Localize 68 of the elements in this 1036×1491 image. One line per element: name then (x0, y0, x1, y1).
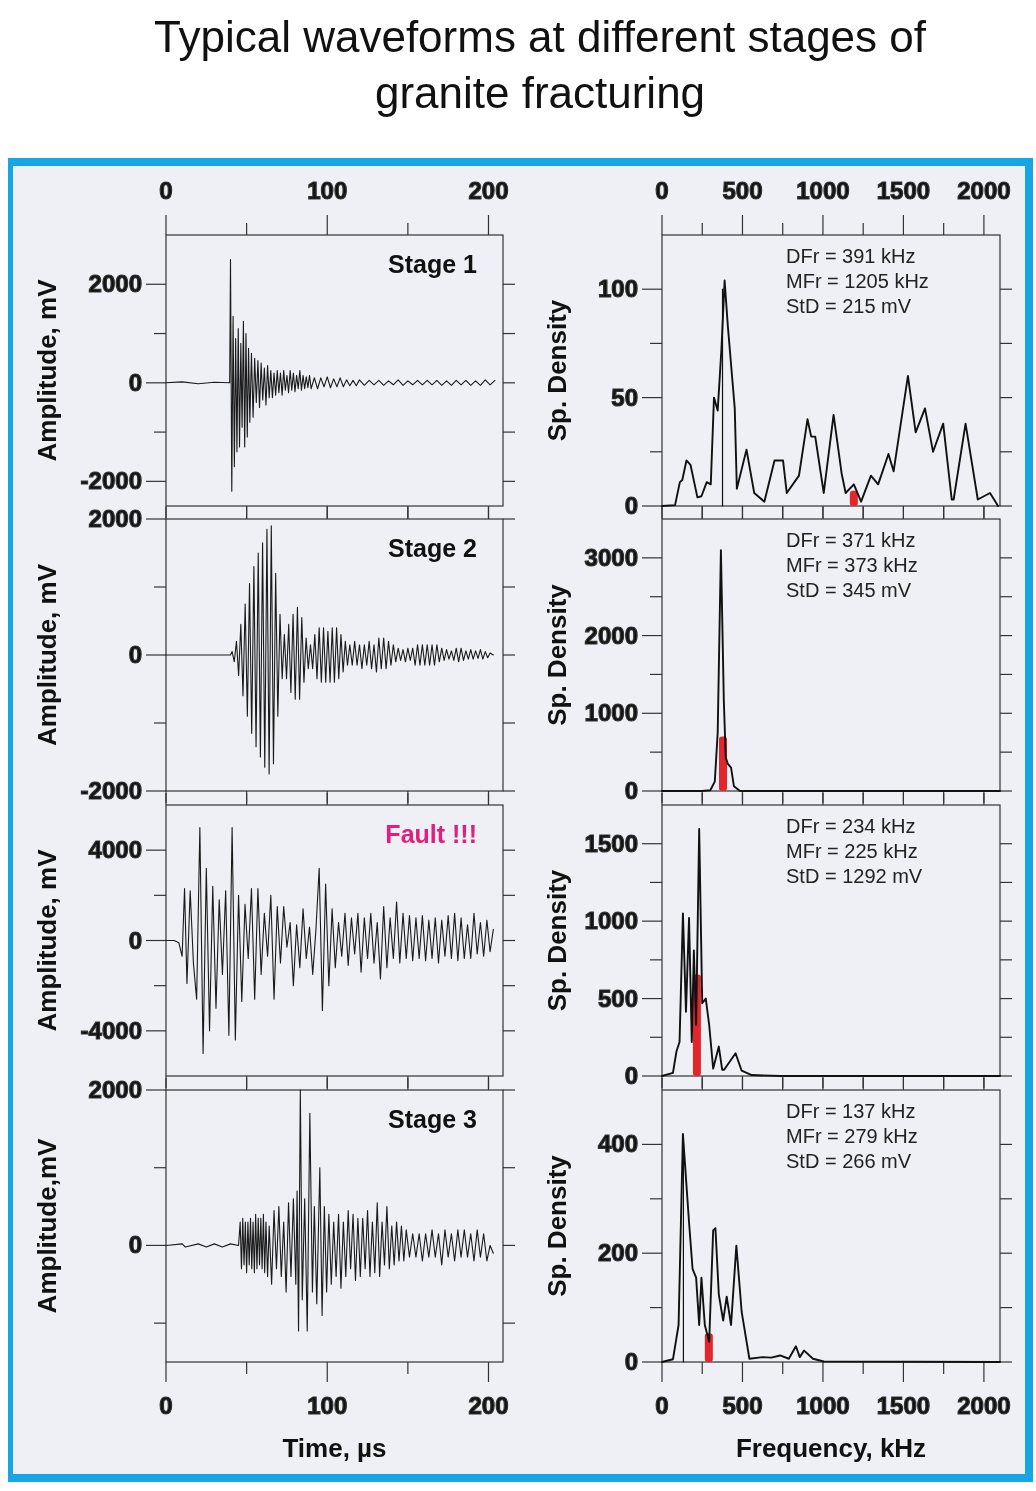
y-tick-label: 3000 (584, 543, 638, 571)
x-tick-label: 500 (722, 177, 763, 204)
annotation: StD = 345 mV (786, 579, 912, 601)
annotation: DFr = 391 kHz (786, 245, 916, 267)
x-axis-title: Time, µs (282, 1433, 387, 1463)
y-axis-title: Sp. Density (542, 869, 572, 1012)
y-tick-label: 2000 (88, 270, 142, 298)
y-axis-title: Sp. Density (542, 1154, 572, 1297)
y-tick-label: 100 (597, 275, 638, 303)
x-tick-label: 100 (307, 1392, 348, 1419)
y-tick-label: 4000 (88, 836, 142, 864)
x-tick-label: 1500 (876, 1392, 931, 1419)
x-tick-label: 500 (722, 1392, 763, 1419)
y-axis-title: Amplitude,mV (32, 1137, 62, 1314)
y-tick-label: 2000 (584, 621, 638, 649)
y-axis-title: Amplitude, mV (32, 848, 62, 1032)
y-axis-title: Sp. Density (542, 299, 572, 442)
y-tick-label: 0 (128, 926, 142, 954)
y-tick-label: 2000 (88, 505, 142, 532)
y-tick-label: 0 (624, 1348, 638, 1375)
y-axis-title: Amplitude, mV (32, 278, 62, 462)
annotation: StD = 1292 mV (786, 865, 923, 887)
y-tick-label: 0 (128, 1231, 142, 1259)
annotation: StD = 266 mV (786, 1150, 912, 1172)
annotation: Stage 2 (388, 534, 477, 562)
y-tick-label: 1000 (584, 907, 638, 935)
chart-title: Typical waveforms at different stages of granite fracturing (154, 12, 927, 117)
x-axis-title: Frequency, kHz (735, 1433, 927, 1463)
y-tick-label: 2000 (88, 1076, 142, 1103)
annotation: DFr = 137 kHz (786, 1100, 916, 1122)
x-tick-label: 2000 (957, 177, 1011, 204)
x-tick-label: 200 (468, 1392, 509, 1419)
annotation: Stage 1 (388, 250, 478, 278)
y-tick-label: 0 (128, 368, 142, 396)
annotation: MFr = 225 kHz (786, 840, 918, 862)
x-tick-label: 0 (159, 1392, 173, 1419)
y-tick-label: 0 (624, 1062, 638, 1089)
annotation: DFr = 234 kHz (786, 815, 916, 837)
annotation: StD = 215 mV (786, 295, 912, 317)
x-tick-label: 200 (468, 177, 509, 204)
x-tick-label: 0 (159, 177, 173, 204)
y-tick-label: 1500 (584, 829, 638, 857)
y-tick-label: 50 (611, 383, 638, 411)
x-tick-label: 0 (655, 1392, 669, 1419)
x-tick-label: 100 (307, 177, 348, 204)
annotation: MFr = 279 kHz (786, 1125, 918, 1147)
x-tick-label: 0 (655, 177, 669, 204)
y-tick-label: 0 (128, 641, 142, 668)
y-tick-label: -2000 (80, 777, 142, 804)
y-tick-label: 1000 (584, 699, 638, 727)
annotation: Fault !!! (385, 820, 477, 848)
y-tick-label: 500 (597, 984, 638, 1012)
y-tick-label: -4000 (80, 1016, 142, 1044)
y-tick-label: 0 (624, 492, 638, 519)
annotation: MFr = 373 kHz (786, 554, 918, 576)
y-tick-label: 400 (597, 1130, 638, 1158)
annotation: Stage 3 (388, 1105, 477, 1133)
y-axis-title: Amplitude, mV (32, 563, 62, 747)
annotation: DFr = 371 kHz (786, 529, 916, 551)
y-tick-label: -2000 (80, 467, 142, 495)
y-tick-label: 0 (624, 777, 638, 804)
x-tick-label: 1000 (796, 177, 850, 204)
x-tick-label: 1500 (876, 177, 931, 204)
annotation: MFr = 1205 kHz (786, 270, 929, 292)
y-axis-title: Sp. Density (542, 583, 572, 726)
y-tick-label: 200 (597, 1239, 638, 1267)
x-tick-label: 1000 (796, 1392, 850, 1419)
x-tick-label: 2000 (957, 1392, 1011, 1419)
